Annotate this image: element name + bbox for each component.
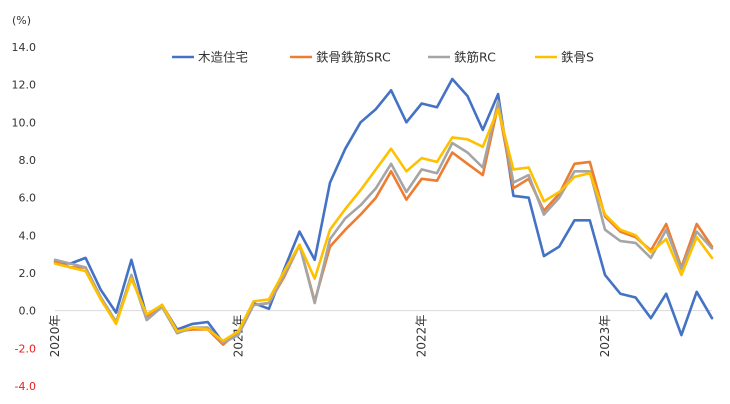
legend-label: 鉄骨S — [561, 50, 594, 65]
x-tick-label: 2023年 — [598, 315, 612, 358]
y-axis-ticks: 14.0 12.0 10.0 8.0 6.0 4.0 2.0 0.0 -2.0 -4.0 — [12, 41, 37, 393]
y-tick-label: -4.0 — [15, 380, 36, 393]
series-lines — [53, 77, 714, 346]
y-tick-label: 0.0 — [19, 305, 37, 318]
y-tick-label: 12.0 — [12, 79, 37, 92]
y-tick-label: 14.0 — [12, 41, 37, 54]
legend-label: 鉄筋RC — [454, 50, 496, 65]
y-tick-label: 2.0 — [19, 267, 37, 280]
y-tick-label: 4.0 — [19, 229, 37, 242]
legend-label: 木造住宅 — [198, 50, 248, 65]
y-tick-label: 8.0 — [19, 154, 37, 167]
y-tick-label: 6.0 — [19, 192, 37, 205]
x-tick-label: 2022年 — [415, 315, 429, 358]
x-tick-label: 2020年 — [48, 315, 62, 358]
series-line-0 — [53, 77, 714, 345]
y-tick-label: 10.0 — [12, 116, 37, 129]
y-tick-label: -2.0 — [15, 342, 36, 355]
legend: 木造住宅 鉄骨鉄筋SRC 鉄筋RC 鉄骨S — [172, 50, 594, 65]
x-axis-labels: 2020年 2021年 2022年 2023年 — [48, 315, 612, 358]
legend-label: 鉄骨鉄筋SRC — [316, 50, 391, 65]
y-axis-unit: (%) — [12, 14, 31, 27]
series-line-3 — [53, 107, 714, 343]
